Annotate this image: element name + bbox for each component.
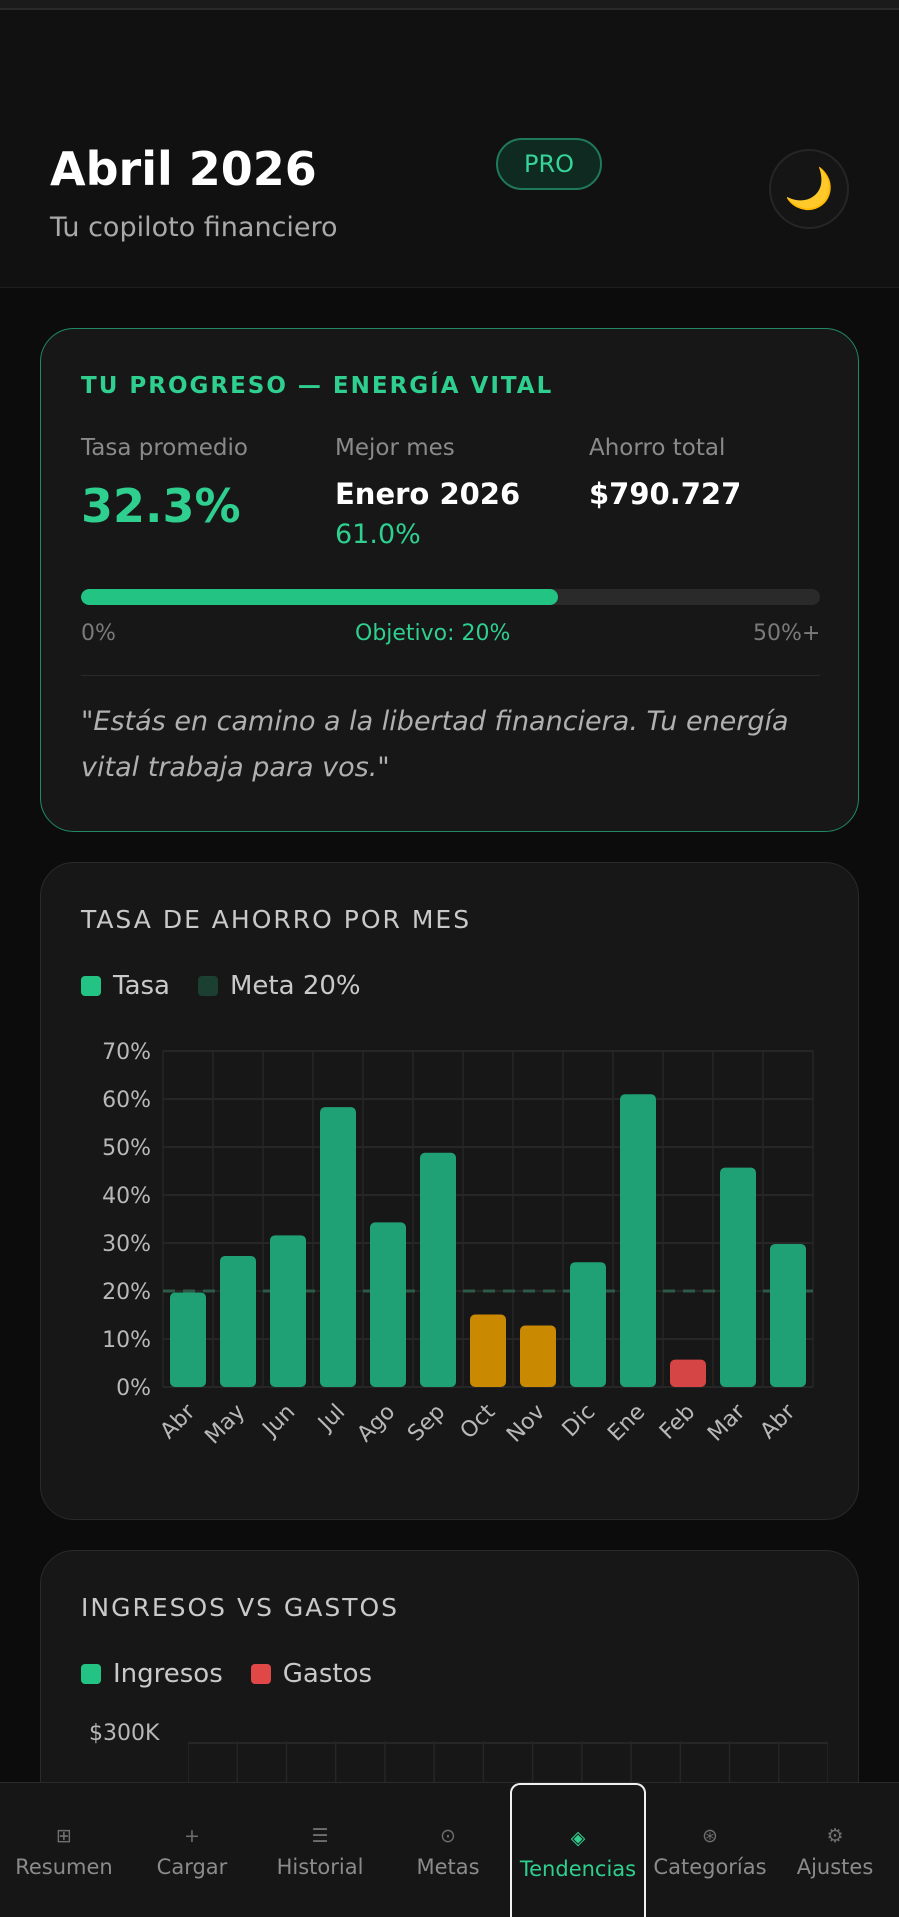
scale-max-label: 50%+	[753, 621, 821, 646]
best-month-label: Mejor mes	[335, 435, 455, 461]
total-savings-value: $790.727	[589, 477, 742, 511]
page-subtitle: Tu copiloto financiero	[50, 212, 338, 243]
bar-jun-2	[270, 1235, 306, 1387]
avg-rate-label: Tasa promedio	[81, 435, 248, 461]
total-savings-label: Ahorro total	[589, 435, 726, 461]
bar-mar-11	[720, 1167, 756, 1387]
legend-label-expenses: Gastos	[282, 1659, 373, 1689]
scale-min-label: 0%	[81, 621, 116, 646]
bar-jul-3	[320, 1107, 356, 1387]
best-month-value: Enero 2026	[335, 477, 521, 511]
legend-swatch-expenses	[250, 1664, 271, 1684]
nav-item-tendencias[interactable]: ◈ Tendencias	[510, 1783, 646, 1917]
nav-label: Resumen	[15, 1855, 113, 1879]
grid-icon: ⊞	[56, 1825, 72, 1847]
legend-item-rate[interactable]: Tasa	[81, 971, 170, 1001]
app-header: Abril 2026 Tu copiloto financiero PRO 🌙	[0, 10, 899, 288]
income-axis-top-label: $300K	[89, 1721, 160, 1746]
bar-ene-9	[620, 1094, 656, 1387]
target-icon: ⊙	[440, 1825, 456, 1847]
nav-item-categorias[interactable]: ⊛ Categorías	[646, 1783, 774, 1917]
y-tick-label: 50%	[102, 1136, 151, 1161]
bar-abr-0	[170, 1292, 206, 1387]
motivational-quote: "Estás en camino a la libertad financier…	[81, 706, 789, 783]
scale-goal-label: Objetivo: 20%	[355, 621, 511, 646]
progress-bar	[81, 589, 820, 605]
x-tick-label: Jun	[257, 1400, 300, 1443]
legend-label-income: Ingresos	[113, 1659, 223, 1689]
x-tick-label: Sep	[403, 1400, 450, 1447]
nav-item-cargar[interactable]: + Cargar	[128, 1783, 256, 1917]
bar-abr-12	[770, 1243, 806, 1387]
savings-rate-title: TASA DE AHORRO POR MES	[81, 905, 472, 934]
x-tick-label: Dic	[558, 1400, 601, 1443]
bar-oct-6	[470, 1314, 506, 1387]
avg-rate-value: 32.3%	[81, 479, 241, 533]
pro-badge[interactable]: PRO	[496, 138, 602, 190]
bottom-nav: ⊞ Resumen + Cargar ☰ Historial ⊙ Metas ◈…	[0, 1782, 899, 1917]
nav-label: Categorías	[653, 1855, 767, 1879]
bar-feb-10	[670, 1359, 706, 1387]
legend-item-income[interactable]: Ingresos	[81, 1659, 223, 1689]
x-tick-label: Mar	[703, 1399, 751, 1447]
x-tick-label: Feb	[655, 1400, 700, 1445]
y-tick-label: 10%	[102, 1328, 151, 1353]
bar-nov-7	[520, 1325, 556, 1387]
status-strip	[0, 0, 899, 10]
x-tick-label: May	[200, 1400, 250, 1450]
x-tick-label: Ene	[603, 1400, 650, 1447]
bar-may-1	[220, 1255, 256, 1387]
x-tick-label: Oct	[456, 1399, 501, 1444]
legend-label-goal: Meta 20%	[230, 971, 361, 1001]
y-tick-label: 60%	[102, 1088, 151, 1113]
gear-icon: ⚙	[826, 1825, 844, 1847]
page-title: Abril 2026	[50, 142, 317, 196]
nav-label: Historial	[276, 1855, 364, 1879]
y-tick-label: 30%	[102, 1232, 151, 1257]
theme-toggle-button[interactable]: 🌙	[769, 149, 849, 229]
nav-item-ajustes[interactable]: ⚙ Ajustes	[771, 1783, 899, 1917]
progress-card: TU PROGRESO — ENERGÍA VITAL Tasa promedi…	[40, 328, 859, 832]
legend-swatch-goal	[198, 976, 218, 996]
x-tick-label: Ago	[353, 1400, 401, 1448]
progress-card-title: TU PROGRESO — ENERGÍA VITAL	[81, 373, 554, 399]
bar-dic-8	[570, 1262, 606, 1387]
x-tick-label: Abr	[756, 1399, 801, 1444]
savings-rate-legend: Tasa Meta 20%	[81, 971, 361, 1001]
trend-icon: ◈	[570, 1827, 586, 1849]
savings-rate-card: TASA DE AHORRO POR MES Tasa Meta 20% 0% 1…	[40, 862, 859, 1520]
savings-rate-chart: 0%10%20%30%40%50%60%70%Abr May Jun Jul Ago Se…	[102, 1040, 814, 1450]
bar-sep-5	[420, 1152, 456, 1387]
legend-item-expenses[interactable]: Gastos	[250, 1659, 373, 1689]
income-expense-legend: Ingresos Gastos	[81, 1659, 372, 1689]
legend-swatch-rate	[81, 976, 101, 996]
y-tick-label: 0%	[116, 1376, 151, 1401]
nav-item-historial[interactable]: ☰ Historial	[256, 1783, 384, 1917]
bar-ago-4	[370, 1222, 406, 1387]
x-tick-label: Nov	[502, 1400, 550, 1448]
progress-bar-fill	[81, 589, 559, 605]
plus-icon: +	[184, 1825, 200, 1847]
x-tick-label: Jul	[312, 1400, 350, 1438]
nav-item-resumen[interactable]: ⊞ Resumen	[0, 1783, 128, 1917]
list-icon: ☰	[311, 1825, 329, 1847]
income-expense-title: INGRESOS VS GASTOS	[81, 1593, 400, 1622]
categories-icon: ⊛	[702, 1825, 718, 1847]
nav-label: Cargar	[156, 1855, 228, 1879]
best-month-rate: 61.0%	[335, 519, 421, 550]
nav-label: Ajustes	[796, 1855, 874, 1879]
divider	[81, 675, 820, 676]
legend-swatch-income	[81, 1664, 101, 1684]
y-tick-label: 40%	[102, 1184, 151, 1209]
moon-icon: 🌙	[784, 166, 834, 212]
nav-label: Tendencias	[519, 1857, 637, 1881]
legend-item-goal[interactable]: Meta 20%	[198, 971, 361, 1001]
y-tick-label: 20%	[102, 1280, 151, 1305]
y-tick-label: 70%	[102, 1040, 151, 1065]
nav-label: Metas	[416, 1855, 480, 1879]
nav-item-metas[interactable]: ⊙ Metas	[384, 1783, 512, 1917]
x-tick-label: Abr	[156, 1399, 201, 1444]
legend-label-rate: Tasa	[113, 971, 170, 1001]
